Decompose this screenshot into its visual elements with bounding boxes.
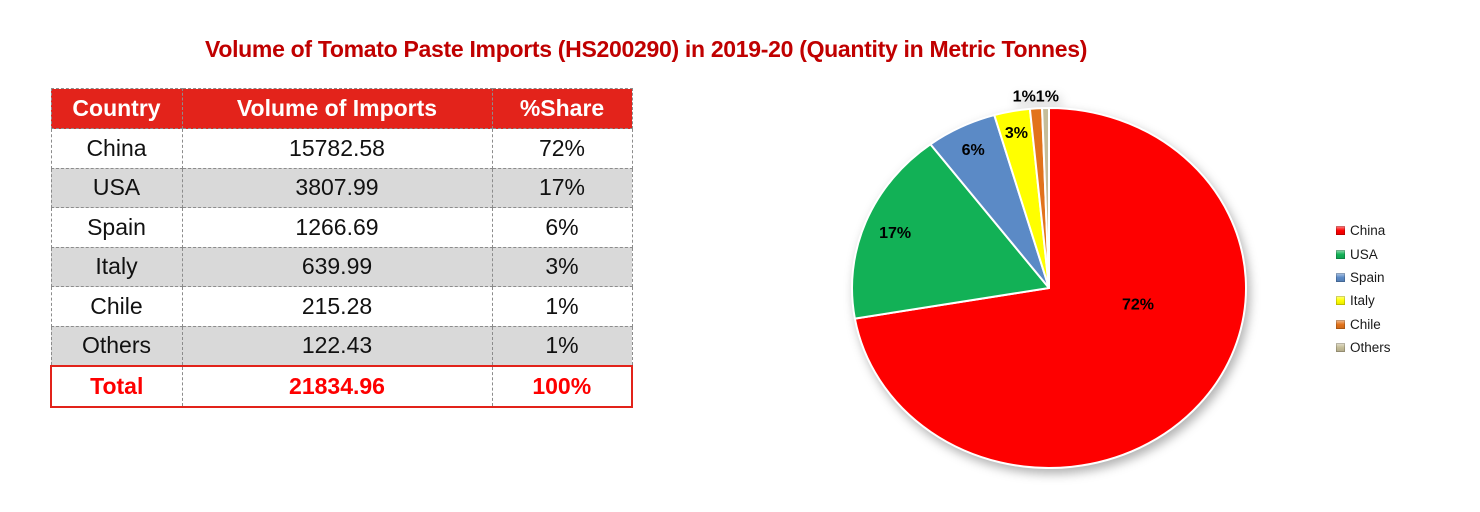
- pie-slice-china: [853, 107, 1247, 469]
- cell-volume: 122.43: [181, 325, 493, 367]
- total-share: 100%: [491, 365, 633, 408]
- chart-title: Volume of Tomato Paste Imports (HS200290…: [205, 36, 1088, 62]
- cell-country: Others: [50, 325, 183, 367]
- legend-item-china: China: [1336, 219, 1391, 242]
- legend-swatch-usa: [1336, 249, 1345, 259]
- cell-share: 1%: [491, 325, 633, 367]
- legend-swatch-spain: [1336, 272, 1345, 282]
- table-total-row: Total 21834.96 100%: [50, 365, 633, 408]
- table-header-row: Country Volume of Imports %Share: [50, 88, 633, 129]
- legend-swatch-others: [1336, 343, 1345, 353]
- cell-country: Chile: [50, 286, 183, 327]
- pie-chart: 72% 17% 6% 3% 1% 1%: [851, 88, 1247, 469]
- pie-label-italy: 3%: [1005, 125, 1028, 142]
- cell-country: USA: [50, 167, 183, 208]
- total-volume: 21834.96: [181, 365, 493, 408]
- legend-item-spain: Spain: [1336, 266, 1391, 289]
- table-row: China 15782.58 72%: [50, 128, 633, 169]
- cell-volume: 1266.69: [181, 207, 493, 248]
- table-row: Spain 1266.69 6%: [50, 207, 633, 248]
- legend-label: Others: [1350, 340, 1391, 356]
- cell-volume: 215.28: [181, 286, 493, 327]
- cell-country: China: [50, 128, 183, 169]
- legend-label: Italy: [1350, 293, 1375, 309]
- pie-label-others: 1%: [1036, 88, 1059, 105]
- cell-share: 17%: [491, 167, 633, 208]
- legend-label: Chile: [1350, 316, 1381, 332]
- header-share: %Share: [491, 88, 633, 129]
- legend-item-chile: Chile: [1336, 313, 1391, 336]
- legend-label: Spain: [1350, 269, 1385, 285]
- cell-volume: 639.99: [181, 246, 493, 287]
- cell-volume: 15782.58: [181, 128, 493, 169]
- legend-item-italy: Italy: [1336, 289, 1391, 312]
- table-row: USA 3807.99 17%: [50, 167, 633, 208]
- cell-country: Spain: [50, 207, 183, 248]
- header-volume: Volume of Imports: [181, 88, 493, 129]
- pie-label-chile: 1%: [1013, 88, 1036, 105]
- pie-label-usa: 17%: [879, 225, 911, 242]
- cell-share: 6%: [491, 207, 633, 248]
- pie-legend: China USA Spain Italy Chile Others: [1336, 219, 1391, 359]
- legend-swatch-china: [1336, 226, 1345, 236]
- cell-share: 3%: [491, 246, 633, 287]
- table-row: Italy 639.99 3%: [50, 246, 633, 287]
- cell-share: 72%: [491, 128, 633, 169]
- pie-slice-others: [1041, 106, 1050, 289]
- table-row: Others 122.43 1%: [50, 325, 633, 367]
- cell-country: Italy: [50, 246, 183, 287]
- legend-item-others: Others: [1336, 336, 1391, 359]
- pie-label-china: 72%: [1122, 296, 1154, 313]
- header-country: Country: [50, 88, 183, 129]
- pie-label-spain: 6%: [962, 142, 985, 159]
- imports-table: Country Volume of Imports %Share China 1…: [50, 88, 633, 408]
- cell-share: 1%: [491, 286, 633, 327]
- cell-volume: 3807.99: [181, 167, 493, 208]
- pie-slice-usa: [851, 143, 1050, 320]
- total-label: Total: [50, 365, 183, 408]
- legend-item-usa: USA: [1336, 242, 1391, 265]
- legend-label: USA: [1350, 246, 1378, 262]
- legend-swatch-italy: [1336, 296, 1345, 306]
- legend-swatch-chile: [1336, 319, 1345, 329]
- table-row: Chile 215.28 1%: [50, 286, 633, 327]
- legend-label: China: [1350, 223, 1386, 239]
